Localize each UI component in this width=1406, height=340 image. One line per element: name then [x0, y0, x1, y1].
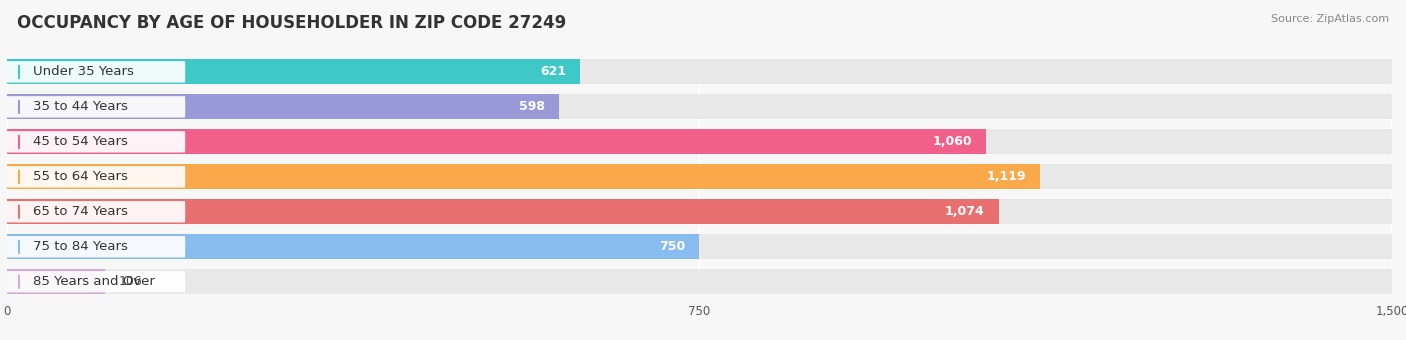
Bar: [7, 199, 998, 224]
Text: 75 to 84 Years: 75 to 84 Years: [32, 240, 128, 253]
Text: 1,074: 1,074: [945, 205, 984, 218]
FancyBboxPatch shape: [6, 201, 186, 222]
Bar: [7, 269, 105, 294]
Bar: [7, 164, 1040, 189]
Text: 35 to 44 Years: 35 to 44 Years: [32, 100, 128, 113]
Bar: [7, 94, 1392, 119]
Text: 45 to 54 Years: 45 to 54 Years: [32, 135, 128, 148]
Bar: [7, 199, 1392, 224]
Text: 1,060: 1,060: [932, 135, 972, 148]
Bar: [7, 129, 986, 154]
Bar: [7, 129, 1392, 154]
Text: 750: 750: [659, 240, 686, 253]
Text: Under 35 Years: Under 35 Years: [32, 65, 134, 79]
Bar: [7, 269, 1392, 294]
Text: 106: 106: [118, 275, 142, 288]
Text: 1,119: 1,119: [987, 170, 1026, 183]
Text: 65 to 74 Years: 65 to 74 Years: [32, 205, 128, 218]
FancyBboxPatch shape: [6, 236, 186, 257]
Text: 55 to 64 Years: 55 to 64 Years: [32, 170, 128, 183]
Text: 598: 598: [519, 100, 546, 113]
FancyBboxPatch shape: [6, 166, 186, 187]
FancyBboxPatch shape: [6, 271, 186, 292]
FancyBboxPatch shape: [6, 131, 186, 153]
Text: OCCUPANCY BY AGE OF HOUSEHOLDER IN ZIP CODE 27249: OCCUPANCY BY AGE OF HOUSEHOLDER IN ZIP C…: [17, 14, 567, 32]
Bar: [7, 94, 560, 119]
FancyBboxPatch shape: [6, 61, 186, 83]
Bar: [7, 234, 700, 259]
Text: 621: 621: [540, 65, 567, 79]
Bar: [7, 164, 1392, 189]
Bar: [7, 59, 1392, 84]
Text: 85 Years and Over: 85 Years and Over: [32, 275, 155, 288]
Bar: [7, 59, 581, 84]
FancyBboxPatch shape: [6, 96, 186, 118]
Bar: [7, 234, 1392, 259]
Text: Source: ZipAtlas.com: Source: ZipAtlas.com: [1271, 14, 1389, 23]
